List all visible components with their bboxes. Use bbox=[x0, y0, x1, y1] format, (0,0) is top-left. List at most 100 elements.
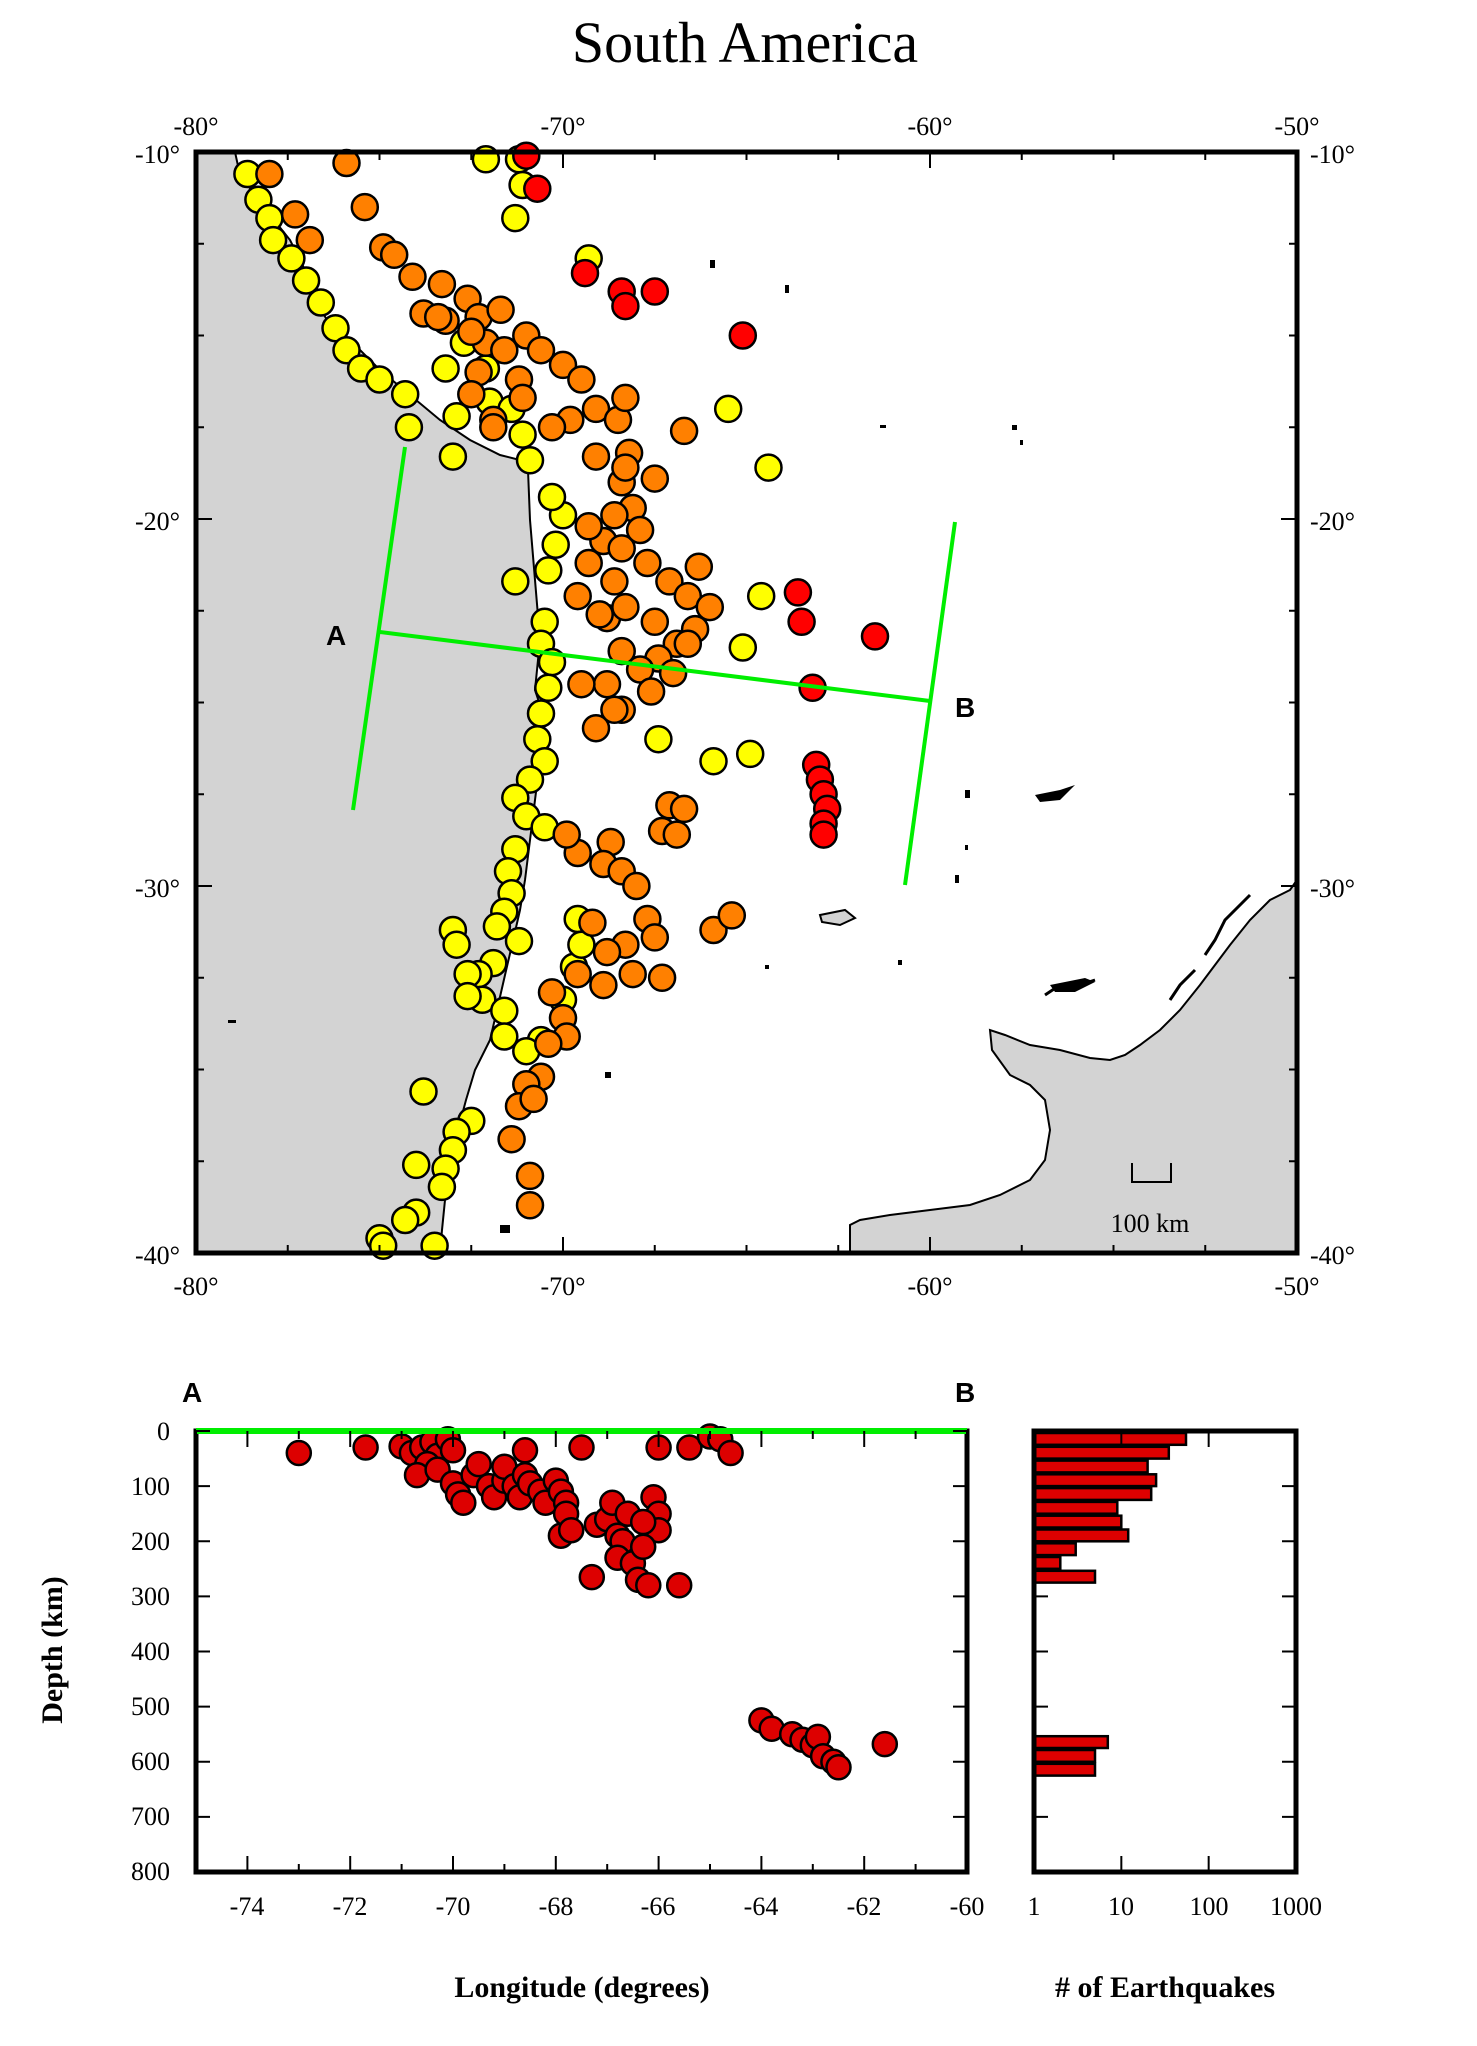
top-lon-label: -50° bbox=[1274, 112, 1319, 141]
depth-histogram: 1 10 100 1000 # of Earthquakes bbox=[1028, 1428, 1322, 2004]
count-tick-label: 100 bbox=[1190, 1892, 1229, 1921]
depth-tick-label: 300 bbox=[131, 1582, 170, 1611]
earthquake-marker-intermediate bbox=[640, 464, 670, 493]
top-lon-label: -70° bbox=[540, 112, 585, 141]
earthquake-marker-deep bbox=[787, 607, 816, 637]
earthquake-marker-deep bbox=[809, 820, 838, 849]
earthquake-marker-intermediate bbox=[574, 548, 603, 578]
earthquake-marker-shallow bbox=[277, 244, 306, 273]
earthquake-marker-intermediate bbox=[515, 1191, 545, 1220]
earthquake-marker-intermediate bbox=[717, 901, 747, 930]
lon-tick-label: -72 bbox=[333, 1892, 368, 1921]
earthquake-marker-intermediate bbox=[669, 794, 699, 824]
earthquake-marker-shallow bbox=[409, 1077, 438, 1106]
histogram-bar bbox=[1032, 1748, 1097, 1764]
earthquake-marker-intermediate bbox=[581, 713, 611, 743]
hypocenter-marker bbox=[629, 1508, 657, 1536]
lon-tick-label: -68 bbox=[539, 1892, 574, 1921]
earthquake-marker-intermediate bbox=[255, 159, 284, 189]
earthquake-marker-shallow bbox=[534, 673, 563, 703]
histogram-bar bbox=[1032, 1473, 1158, 1488]
top-lon-label: -60° bbox=[907, 112, 952, 141]
histogram-bar bbox=[1032, 1431, 1188, 1447]
right-lat-label: -30° bbox=[1310, 874, 1355, 903]
count-tick-label: 10 bbox=[1108, 1892, 1134, 1921]
earthquake-marker-intermediate bbox=[574, 512, 603, 541]
earthquake-marker-shallow bbox=[534, 556, 563, 585]
earthquake-marker-shallow bbox=[258, 225, 288, 255]
earthquake-marker-intermediate bbox=[655, 567, 684, 596]
depth-tick-label: 800 bbox=[131, 1857, 170, 1886]
histogram-bar bbox=[1032, 1514, 1123, 1529]
earthquake-marker-intermediate bbox=[600, 567, 629, 596]
earthquake-marker-intermediate bbox=[592, 937, 622, 967]
epicenter-points bbox=[233, 141, 890, 1260]
depth-tick-label: 500 bbox=[131, 1692, 170, 1721]
earthquake-marker-intermediate bbox=[585, 600, 614, 629]
count-tick-label: 1 bbox=[1028, 1892, 1041, 1921]
depth-tick-label: 700 bbox=[131, 1802, 170, 1831]
profile-label-b: B bbox=[955, 692, 975, 723]
histogram-bar bbox=[1032, 1555, 1062, 1571]
lon-tick-label: -60 bbox=[950, 1892, 985, 1921]
earthquake-marker-intermediate bbox=[618, 959, 647, 989]
left-lat-label: -20° bbox=[135, 507, 180, 536]
earthquake-marker-intermediate bbox=[515, 1161, 545, 1191]
section-y-axis-title: Depth (km) bbox=[36, 1576, 69, 1724]
earthquake-marker-intermediate bbox=[552, 820, 581, 849]
earthquake-marker-shallow bbox=[390, 379, 420, 409]
hypocenter-marker bbox=[825, 1754, 852, 1781]
earthquake-marker-intermediate bbox=[600, 695, 629, 725]
hypocenter-points bbox=[285, 1423, 899, 1781]
profile-line bbox=[351, 446, 957, 886]
earthquake-marker-intermediate bbox=[563, 581, 592, 611]
earthquake-marker-intermediate bbox=[636, 677, 666, 706]
lon-tick-label: -74 bbox=[230, 1892, 265, 1921]
island-outline bbox=[818, 908, 857, 927]
profile-line-ab bbox=[379, 630, 931, 703]
histogram-bar bbox=[1032, 1459, 1149, 1474]
left-lat-label: -10° bbox=[135, 140, 180, 169]
profile-label-a: A bbox=[326, 620, 346, 651]
earthquake-marker-intermediate bbox=[622, 871, 651, 901]
histogram-ticks bbox=[1034, 1431, 1296, 1872]
earthquake-marker-intermediate bbox=[633, 548, 662, 578]
epicenter-map: A B 100 km -80° -70° -60° -50° -80° -70°… bbox=[135, 112, 1355, 1301]
earthquake-marker-intermediate bbox=[534, 1029, 563, 1059]
earthquake-marker-deep bbox=[783, 578, 813, 607]
earthquake-marker-intermediate bbox=[658, 658, 688, 688]
earthquake-marker-intermediate bbox=[398, 262, 427, 292]
left-lat-label: -30° bbox=[135, 874, 180, 903]
earthquake-marker-intermediate bbox=[567, 365, 596, 394]
histogram-bars bbox=[1032, 1431, 1188, 1777]
earthquake-marker-shallow bbox=[390, 1205, 420, 1235]
earthquake-marker-shallow bbox=[515, 446, 545, 475]
bottom-lon-label: -60° bbox=[907, 1272, 952, 1301]
earthquake-marker-shallow bbox=[735, 739, 765, 769]
earthquake-marker-shallow bbox=[306, 288, 336, 317]
hypocenter-marker bbox=[450, 1489, 477, 1516]
earthquake-marker-shallow bbox=[438, 442, 468, 471]
earthquake-marker-intermediate bbox=[625, 515, 655, 545]
bottom-lon-label: -50° bbox=[1274, 1272, 1319, 1301]
earthquake-marker-intermediate bbox=[457, 317, 486, 347]
earthquake-marker-intermediate bbox=[379, 240, 409, 270]
section-label-b: B bbox=[955, 1377, 975, 1408]
earthquake-marker-deep bbox=[860, 622, 890, 651]
earthquake-marker-intermediate bbox=[295, 225, 325, 255]
right-lat-label: -40° bbox=[1310, 1241, 1355, 1270]
atlantic-ocean bbox=[849, 878, 1297, 1253]
earthquake-marker-intermediate bbox=[592, 669, 622, 699]
earthquake-marker-intermediate bbox=[548, 350, 578, 380]
earthquake-marker-intermediate bbox=[457, 379, 486, 409]
earthquake-marker-intermediate bbox=[526, 335, 556, 365]
hypocenter-marker bbox=[568, 1434, 595, 1461]
earthquake-marker-intermediate bbox=[578, 908, 607, 937]
section-x-axis-title: Longitude (degrees) bbox=[454, 1971, 709, 2004]
hypocenter-marker bbox=[578, 1563, 606, 1591]
histogram-bar bbox=[1032, 1500, 1119, 1515]
earthquake-marker-shallow bbox=[537, 482, 567, 512]
earthquake-marker-shallow bbox=[746, 581, 776, 611]
earthquake-marker-intermediate bbox=[497, 1124, 526, 1154]
